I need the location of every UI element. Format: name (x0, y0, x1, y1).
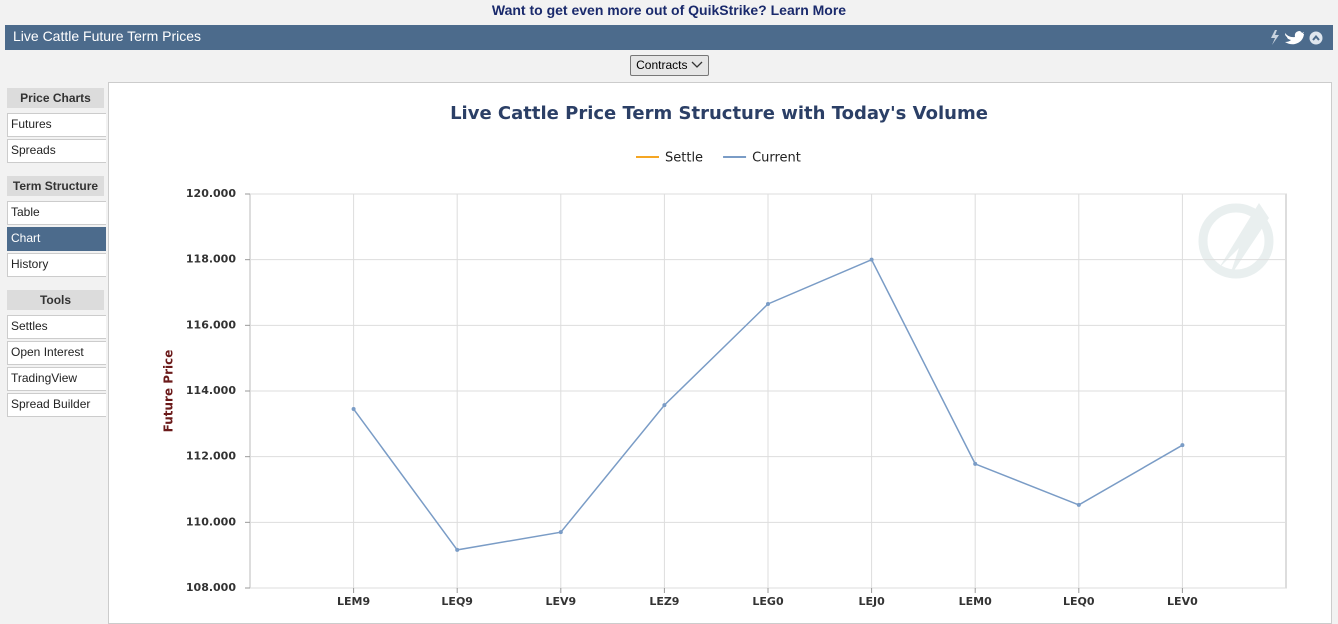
chart-panel: Live Cattle Price Term Structure with To… (108, 82, 1332, 624)
banner-text: Want to get even more out of QuikStrike? (491, 2, 767, 18)
sidebar-heading: Tools (7, 290, 104, 310)
y-tick-label: 120.000 (186, 187, 236, 200)
header-title: Live Cattle Future Term Prices (13, 28, 202, 44)
data-point (1180, 443, 1185, 448)
x-tick-label: LEM0 (959, 595, 992, 608)
sidebar-item[interactable]: Table (7, 201, 106, 225)
chart: Live Cattle Price Term Structure with To… (162, 103, 1287, 608)
y-tick-label: 112.000 (186, 450, 236, 463)
collapse-arrow (1312, 34, 1320, 41)
dropdown-label: Contracts (636, 58, 688, 72)
y-tick-label: 118.000 (186, 253, 236, 266)
data-point (662, 403, 667, 408)
y-tick-label: 114.000 (186, 384, 236, 397)
y-tick-label: 110.000 (186, 515, 236, 528)
chart-title: Live Cattle Price Term Structure with To… (450, 103, 988, 124)
sidebar: Price Charts Futures Spreads Term Structure… (7, 88, 106, 419)
data-point (766, 301, 770, 306)
dropdown-chevron (691, 61, 703, 68)
y-axis-label: Future Price (162, 350, 176, 433)
legend-label: Current (752, 151, 801, 166)
data-point (351, 407, 356, 412)
x-tick-label: LEZ9 (649, 595, 679, 608)
sidebar-item[interactable]: Futures (7, 113, 106, 137)
data-point (869, 257, 874, 262)
banner: Want to get even more out of QuikStrike?… (0, 0, 1338, 22)
sidebar-gap (7, 279, 106, 290)
header-bar: Live Cattle Future Term Prices (5, 25, 1333, 50)
sidebar-item[interactable]: Spread Builder (7, 393, 106, 417)
learn-more-link[interactable]: Learn More (770, 2, 847, 18)
x-tick-label: LEQ0 (1063, 595, 1095, 608)
x-tick-label: LEQ9 (441, 595, 473, 608)
x-tick-label: LEV9 (545, 595, 576, 608)
x-tick-label: LEV0 (1167, 595, 1198, 608)
header-icons (1271, 30, 1323, 45)
x-tick-label: LEM9 (337, 595, 370, 608)
sidebar-item[interactable]: Chart (7, 227, 106, 251)
flash-icon[interactable] (1271, 30, 1279, 45)
data-point (1076, 502, 1081, 507)
watermark (1198, 203, 1274, 279)
sidebar-item[interactable]: History (7, 253, 106, 277)
data-point (455, 547, 460, 552)
data-point (973, 461, 978, 466)
y-tick-label: 116.000 (186, 318, 236, 331)
sidebar-item[interactable]: Spreads (7, 139, 106, 163)
sidebar-heading: Price Charts (7, 88, 104, 108)
contracts-dropdown[interactable]: Contracts (630, 55, 709, 76)
data-point (558, 530, 563, 535)
sidebar-item[interactable]: Settles (7, 315, 106, 339)
x-tick-label: LEJ0 (858, 595, 885, 608)
y-tick-label: 108.000 (186, 581, 236, 594)
sidebar-item[interactable]: TradingView (7, 367, 106, 391)
sidebar-item[interactable]: Open Interest (7, 341, 106, 365)
x-tick-label: LEG0 (752, 595, 784, 608)
sidebar-heading: Term Structure (7, 176, 104, 196)
twitter-icon[interactable] (1285, 31, 1304, 45)
sidebar-gap (7, 165, 106, 176)
legend-label: Settle (665, 151, 703, 166)
